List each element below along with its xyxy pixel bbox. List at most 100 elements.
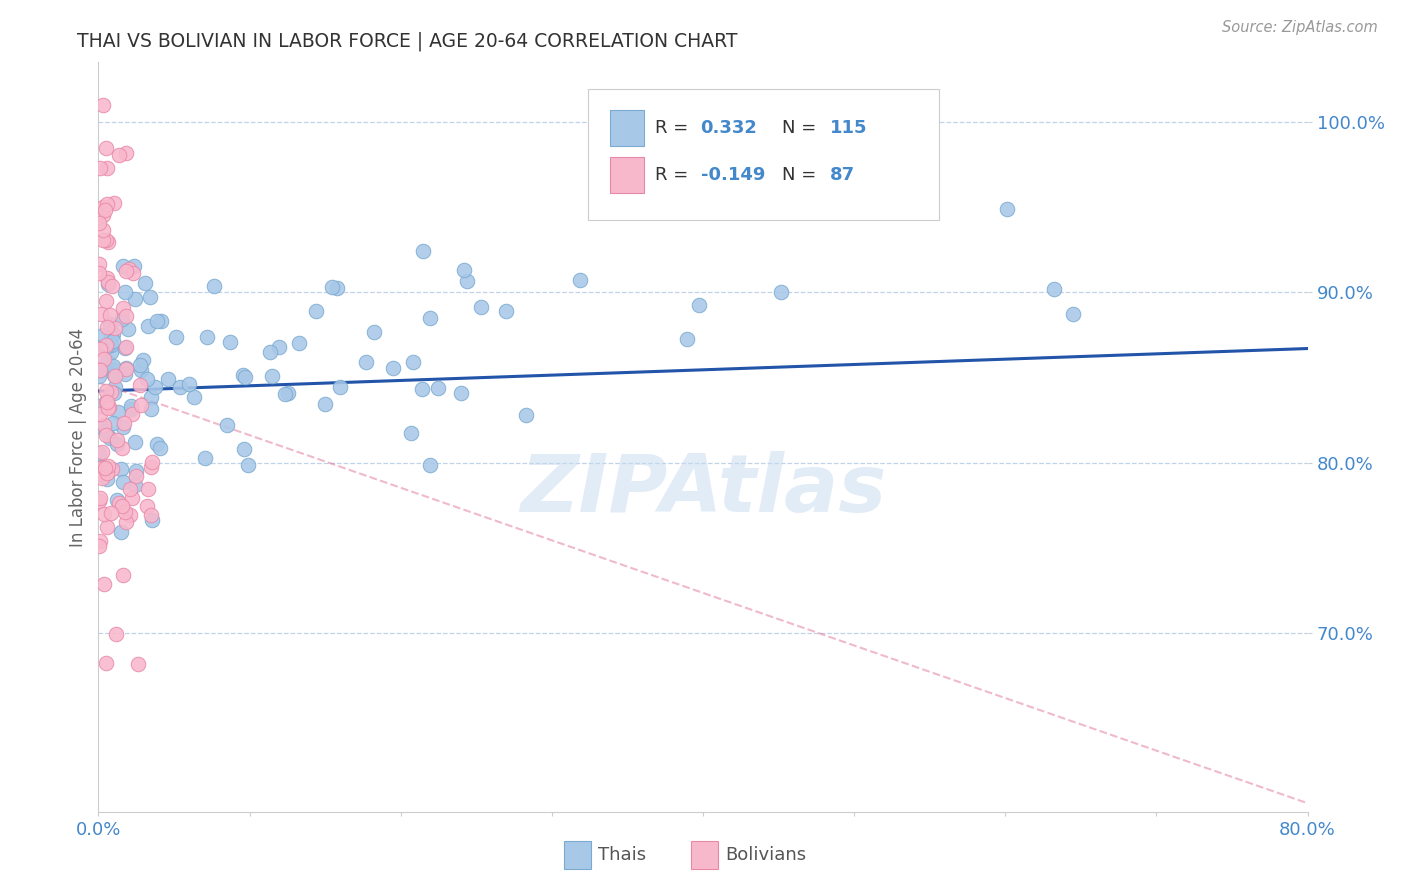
Point <box>114 367 136 381</box>
Point <box>91 328 114 343</box>
Point <box>93 351 115 366</box>
Point <box>143 380 166 394</box>
Point <box>277 385 299 400</box>
Point <box>287 335 309 350</box>
Bar <box>564 841 591 870</box>
Point <box>115 515 138 529</box>
Point <box>96 394 118 409</box>
Point <box>146 314 169 328</box>
Point <box>89 369 111 384</box>
Point <box>96 656 118 670</box>
Point <box>89 343 111 357</box>
Point <box>129 378 152 392</box>
Text: N =: N = <box>782 166 821 184</box>
Point <box>305 303 328 318</box>
Point <box>91 233 114 247</box>
Point <box>165 329 187 343</box>
Text: ZIPAtlas: ZIPAtlas <box>520 450 886 529</box>
Point <box>98 431 121 445</box>
Text: Source: ZipAtlas.com: Source: ZipAtlas.com <box>1222 20 1378 35</box>
Point <box>89 491 111 505</box>
Point <box>790 179 813 194</box>
Point <box>101 326 124 341</box>
Point <box>94 233 117 247</box>
Point <box>139 401 162 416</box>
Bar <box>690 841 717 870</box>
Point <box>169 380 191 394</box>
Point <box>96 276 118 290</box>
Point <box>121 407 143 421</box>
Point <box>139 508 162 523</box>
Point <box>111 420 134 434</box>
Point <box>111 311 134 326</box>
Point <box>100 506 122 520</box>
Point <box>89 340 111 354</box>
Point <box>326 281 349 295</box>
Point <box>100 308 122 322</box>
Point <box>136 319 159 334</box>
Point <box>107 405 129 419</box>
Bar <box>610 157 644 193</box>
Point <box>259 345 281 359</box>
Text: -0.149: -0.149 <box>700 166 765 184</box>
Point <box>89 362 111 376</box>
Point <box>87 539 110 553</box>
Point <box>139 390 162 404</box>
Point <box>100 338 122 352</box>
Point <box>103 368 125 383</box>
Point <box>495 304 517 318</box>
Point <box>94 460 117 475</box>
Point <box>94 427 117 442</box>
Point <box>274 387 297 401</box>
Point <box>120 508 142 522</box>
Text: R =: R = <box>655 166 693 184</box>
Point <box>114 505 136 519</box>
Point <box>100 317 122 331</box>
Point <box>314 397 336 411</box>
Point <box>105 437 128 451</box>
Point <box>141 455 163 469</box>
Point <box>89 363 111 377</box>
Point <box>96 338 118 352</box>
Point <box>402 355 425 369</box>
Point <box>89 407 111 421</box>
Point <box>93 460 115 475</box>
Point <box>136 482 159 496</box>
Point <box>100 344 122 359</box>
Point <box>232 442 254 456</box>
Point <box>91 200 114 214</box>
Point <box>676 332 699 346</box>
Point <box>110 524 132 539</box>
Point <box>93 417 115 432</box>
Point <box>233 369 256 384</box>
Point <box>356 355 378 369</box>
Point <box>89 494 111 508</box>
Text: 87: 87 <box>830 166 855 184</box>
Point <box>90 308 112 322</box>
Point <box>470 300 492 314</box>
Point <box>96 392 118 407</box>
Point <box>94 202 117 217</box>
Point <box>87 257 110 271</box>
Point <box>112 568 135 582</box>
Point <box>96 197 118 211</box>
Point <box>329 380 352 394</box>
Point <box>218 334 240 349</box>
Point <box>104 368 127 383</box>
Point <box>156 372 179 386</box>
Point <box>98 400 121 414</box>
Point <box>124 292 146 306</box>
Point <box>453 263 475 277</box>
Point <box>105 492 128 507</box>
Point <box>412 244 434 259</box>
Point <box>195 330 218 344</box>
Point <box>111 441 134 455</box>
Point <box>117 322 139 336</box>
Point <box>91 208 114 222</box>
Point <box>183 390 205 404</box>
Point <box>93 508 115 522</box>
Point <box>115 264 138 278</box>
Point <box>101 416 124 430</box>
Point <box>103 362 125 376</box>
Point <box>120 402 142 417</box>
